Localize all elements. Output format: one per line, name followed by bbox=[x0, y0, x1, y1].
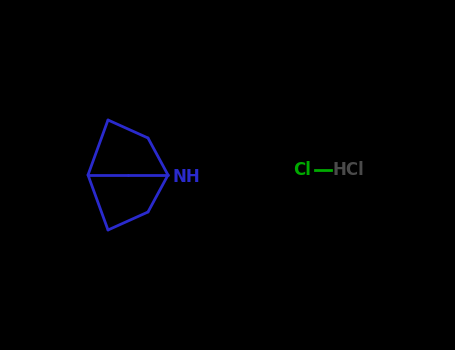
Text: Cl: Cl bbox=[293, 161, 311, 179]
Text: NH: NH bbox=[172, 168, 200, 186]
Text: HCl: HCl bbox=[333, 161, 365, 179]
